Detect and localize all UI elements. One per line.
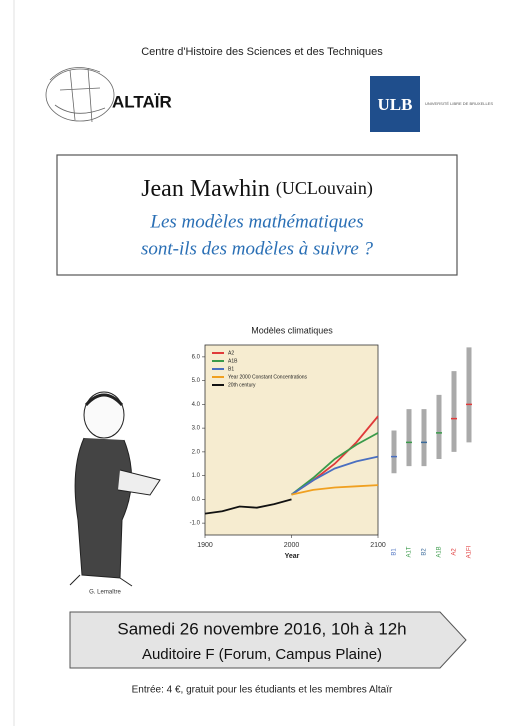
range-bar bbox=[467, 347, 472, 442]
figure-title: Modèles climatiques bbox=[251, 325, 333, 335]
legend-label: B1 bbox=[228, 366, 234, 372]
range-bar bbox=[452, 371, 457, 452]
logo-right: ULB bbox=[378, 95, 413, 114]
range-label: A1FI bbox=[467, 545, 473, 558]
range-label: A1B bbox=[437, 546, 443, 557]
logo-right-sub: UNIVERSITÉ LIBRE DE BRUXELLES bbox=[425, 101, 493, 106]
range-label: A1T bbox=[407, 546, 413, 557]
speaker-line: Jean Mawhin (UCLouvain) bbox=[141, 176, 373, 202]
x-tick-label: 2100 bbox=[370, 542, 386, 549]
legend-label: A2 bbox=[228, 350, 234, 356]
range-label: B1 bbox=[392, 548, 398, 556]
legend-label: A1B bbox=[228, 358, 238, 364]
x-axis-label: Year bbox=[285, 553, 300, 560]
range-label: B2 bbox=[422, 548, 428, 556]
range-bar bbox=[392, 431, 397, 474]
institution: Centre d'Histoire des Sciences et des Te… bbox=[141, 46, 383, 58]
range-bar bbox=[407, 409, 412, 466]
x-tick-label: 2000 bbox=[284, 542, 300, 549]
logo-left: ALTAÏR bbox=[112, 92, 172, 111]
y-tick-label: 3.0 bbox=[192, 426, 201, 432]
talk-title: Les modèles mathématiques bbox=[149, 211, 363, 232]
y-tick-label: 2.0 bbox=[192, 449, 201, 455]
poster: Centre d'Histoire des Sciences et des Te… bbox=[0, 0, 510, 726]
legend-label: Year 2000 Constant Concentrations bbox=[228, 374, 308, 380]
speaker: Jean Mawhin bbox=[141, 176, 270, 202]
y-tick-label: 5.0 bbox=[192, 378, 201, 384]
affiliation: (UCLouvain) bbox=[276, 178, 373, 199]
range-bar bbox=[422, 409, 427, 466]
caricature-caption: G. Lemaître bbox=[89, 590, 121, 596]
y-tick-label: 6.0 bbox=[192, 354, 201, 360]
x-tick-label: 1900 bbox=[197, 542, 213, 549]
legend-label: 20th century bbox=[228, 382, 256, 388]
range-label: A2 bbox=[452, 548, 458, 556]
y-tick-label: 0.0 bbox=[192, 497, 201, 503]
event-date: Samedi 26 novembre 2016, 10h à 12h bbox=[117, 619, 406, 638]
event-location: Auditoire F (Forum, Campus Plaine) bbox=[142, 646, 382, 663]
y-tick-label: 1.0 bbox=[192, 473, 201, 479]
y-tick-label: 4.0 bbox=[192, 402, 201, 408]
footer: Entrée: 4 €, gratuit pour les étudiants … bbox=[132, 685, 393, 696]
y-tick-label: -1.0 bbox=[190, 521, 201, 527]
talk-title: sont-ils des modèles à suivre ? bbox=[141, 238, 374, 259]
range-bar bbox=[437, 395, 442, 459]
